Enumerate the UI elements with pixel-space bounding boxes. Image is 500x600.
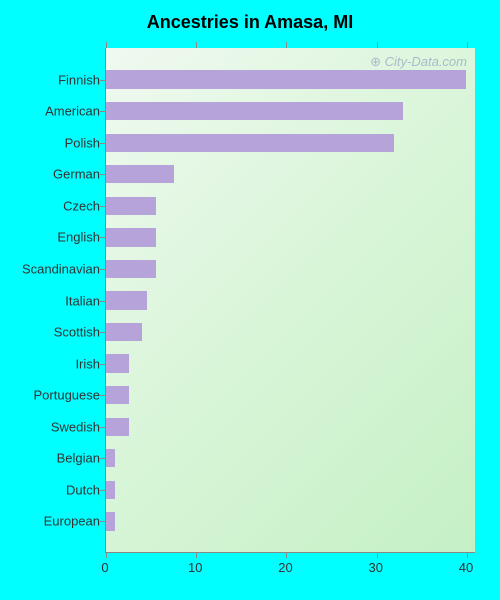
- y-axis-label: Finnish: [10, 72, 100, 87]
- x-axis-label: 20: [278, 560, 292, 575]
- bar: [106, 165, 174, 183]
- y-tick: [100, 174, 106, 175]
- bar-row: [106, 418, 475, 436]
- bar: [106, 102, 403, 120]
- x-tick: [106, 552, 107, 558]
- x-tick: [467, 552, 468, 558]
- x-tick: [106, 42, 107, 48]
- x-axis-label: 30: [368, 560, 382, 575]
- bar-row: [106, 512, 475, 530]
- y-tick: [100, 427, 106, 428]
- bar: [106, 386, 129, 404]
- bar-row: [106, 386, 475, 404]
- x-tick: [377, 42, 378, 48]
- x-tick: [467, 42, 468, 48]
- bar-row: [106, 70, 475, 88]
- y-tick: [100, 111, 106, 112]
- x-tick: [196, 552, 197, 558]
- bar: [106, 134, 394, 152]
- y-axis-label: Portuguese: [10, 388, 100, 403]
- y-axis-label: Swedish: [10, 419, 100, 434]
- y-tick: [100, 521, 106, 522]
- bar: [106, 228, 156, 246]
- x-axis-label: 40: [459, 560, 473, 575]
- bar: [106, 323, 142, 341]
- y-tick: [100, 490, 106, 491]
- y-axis-label: Scandinavian: [10, 261, 100, 276]
- bar-container: [106, 48, 475, 552]
- bar: [106, 260, 156, 278]
- bar: [106, 354, 129, 372]
- plot-area: City-Data.com: [105, 48, 475, 553]
- bar-row: [106, 197, 475, 215]
- bar-row: [106, 102, 475, 120]
- bar: [106, 197, 156, 215]
- y-axis-label: Scottish: [10, 325, 100, 340]
- bar-row: [106, 260, 475, 278]
- chart-frame: Ancestries in Amasa, MI City-Data.com Fi…: [0, 0, 500, 600]
- bar: [106, 291, 147, 309]
- y-axis-label: English: [10, 230, 100, 245]
- x-tick: [196, 42, 197, 48]
- bar-row: [106, 481, 475, 499]
- y-tick: [100, 80, 106, 81]
- bar-row: [106, 291, 475, 309]
- y-tick: [100, 269, 106, 270]
- y-tick: [100, 301, 106, 302]
- y-axis-label: American: [10, 104, 100, 119]
- y-axis-label: Dutch: [10, 482, 100, 497]
- y-tick: [100, 237, 106, 238]
- bar-row: [106, 449, 475, 467]
- x-tick: [377, 552, 378, 558]
- y-tick: [100, 332, 106, 333]
- y-tick: [100, 206, 106, 207]
- bar: [106, 70, 466, 88]
- y-axis-label: Italian: [10, 293, 100, 308]
- x-axis-label: 0: [101, 560, 108, 575]
- y-tick: [100, 364, 106, 365]
- y-tick: [100, 458, 106, 459]
- bar-row: [106, 354, 475, 372]
- bar-row: [106, 134, 475, 152]
- bar: [106, 418, 129, 436]
- bar-row: [106, 165, 475, 183]
- y-axis-label: Polish: [10, 135, 100, 150]
- y-tick: [100, 395, 106, 396]
- x-tick: [286, 42, 287, 48]
- y-axis-label: Irish: [10, 356, 100, 371]
- y-axis-label: Belgian: [10, 451, 100, 466]
- x-tick: [286, 552, 287, 558]
- bar: [106, 449, 115, 467]
- bar-row: [106, 228, 475, 246]
- y-tick: [100, 143, 106, 144]
- y-axis-label: European: [10, 514, 100, 529]
- bar-row: [106, 323, 475, 341]
- y-axis-label: German: [10, 167, 100, 182]
- x-axis-label: 10: [188, 560, 202, 575]
- chart-title: Ancestries in Amasa, MI: [0, 12, 500, 33]
- bar: [106, 481, 115, 499]
- bar: [106, 512, 115, 530]
- y-axis-label: Czech: [10, 198, 100, 213]
